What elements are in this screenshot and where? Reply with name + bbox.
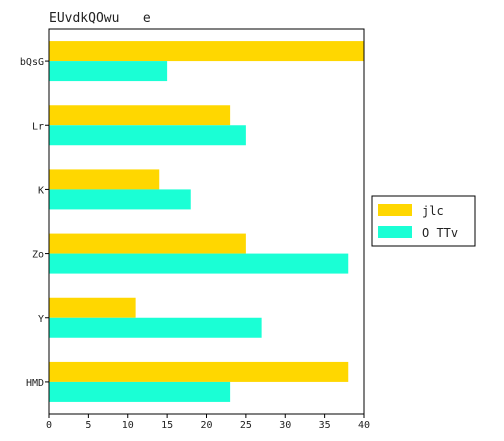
- bar-o-ttv-bqsg: [49, 61, 168, 82]
- legend: jlc O TTv: [371, 195, 476, 247]
- bar-o-ttv-y: [49, 317, 262, 338]
- x-tick-label: 30: [279, 420, 291, 431]
- y-tick-label: Lr: [32, 121, 44, 132]
- x-tick-label: 35: [319, 420, 331, 431]
- bar-jlc-k: [49, 169, 160, 190]
- y-tick-label: K: [38, 185, 44, 196]
- x-tick-label: 20: [200, 420, 212, 431]
- chart-title: EUvdkQOwu e: [49, 11, 151, 26]
- x-tick-label: 10: [122, 420, 134, 431]
- x-tick-label: 25: [240, 420, 252, 431]
- x-tick-label: 15: [161, 420, 173, 431]
- bar-o-ttv-k: [49, 189, 191, 210]
- x-axis: 0 5 10 15 20 25 30 35 40: [46, 414, 370, 431]
- y-tick-label: Y: [38, 314, 44, 325]
- x-tick-label: 40: [358, 420, 370, 431]
- x-tick-label: 5: [85, 420, 91, 431]
- y-tick-label: HMD: [26, 378, 44, 389]
- bars-layer: [49, 41, 364, 402]
- legend-swatch-o-ttv: [378, 226, 412, 238]
- bar-o-ttv-hmd: [49, 381, 231, 402]
- bar-jlc-zo: [49, 233, 246, 254]
- legend-label-jlc: jlc: [422, 204, 444, 218]
- bar-jlc-hmd: [49, 361, 349, 382]
- bar-o-ttv-zo: [49, 253, 349, 274]
- bar-o-ttv-lr: [49, 125, 246, 146]
- legend-swatch-jlc: [378, 204, 412, 216]
- y-axis: bQsG Lr K Zo Y HMD: [20, 57, 49, 389]
- plot-frame: [48, 28, 365, 415]
- x-tick-label: 0: [46, 420, 52, 431]
- y-tick-label: bQsG: [20, 57, 44, 68]
- bar-jlc-bqsg: [49, 41, 364, 62]
- bar-jlc-y: [49, 297, 136, 318]
- y-tick-label: Zo: [32, 250, 44, 261]
- legend-label-o-ttv: O TTv: [422, 226, 458, 240]
- bar-jlc-lr: [49, 105, 231, 126]
